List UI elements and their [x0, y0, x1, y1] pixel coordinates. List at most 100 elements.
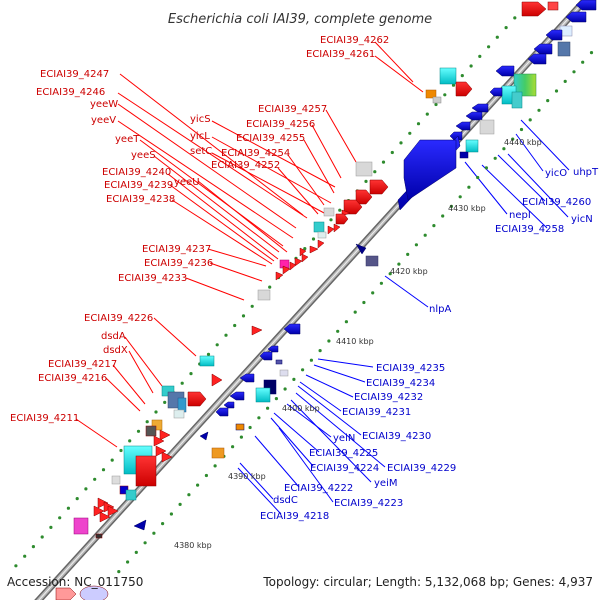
- gene-label[interactable]: setC: [190, 146, 212, 157]
- gene-label[interactable]: ECIAI39_4255: [236, 133, 305, 144]
- gene-label[interactable]: ECIAI39_4258: [495, 224, 564, 235]
- gene-feature[interactable]: [275, 271, 284, 281]
- gene-label[interactable]: ECIAI39_4217: [48, 359, 117, 370]
- gene-feature[interactable]: [333, 223, 341, 233]
- gene-feature[interactable]: [199, 431, 209, 441]
- gene-feature[interactable]: [155, 445, 167, 457]
- gene-label[interactable]: ECIAI39_4222: [284, 483, 353, 494]
- gene-feature[interactable]: [73, 517, 89, 535]
- gene-feature[interactable]: [511, 91, 523, 109]
- gene-label[interactable]: ECIAI39_4230: [362, 431, 431, 442]
- gene-feature[interactable]: [495, 65, 515, 77]
- gene-feature[interactable]: [465, 111, 483, 121]
- gene-feature[interactable]: [107, 505, 119, 517]
- gene-feature[interactable]: [547, 1, 559, 11]
- gene-label[interactable]: yicN: [571, 214, 593, 225]
- gene-feature[interactable]: [199, 355, 215, 367]
- gene-feature[interactable]: [173, 409, 185, 419]
- gene-feature[interactable]: [229, 391, 245, 401]
- gene-feature[interactable]: [327, 225, 335, 235]
- gene-feature[interactable]: [575, 0, 597, 11]
- gene-label[interactable]: ECIAI39_4260: [522, 197, 591, 208]
- gene-feature[interactable]: [259, 351, 273, 361]
- gene-label[interactable]: ECIAI39_4236: [144, 258, 213, 269]
- gene-label[interactable]: ECIAI39_4218: [260, 511, 329, 522]
- gene-feature[interactable]: [289, 261, 297, 271]
- gene-label[interactable]: ECIAI39_4246: [36, 87, 105, 98]
- gene-label[interactable]: yicL: [190, 131, 210, 142]
- gene-feature[interactable]: [125, 489, 137, 501]
- gene-label[interactable]: ECIAI39_4254: [221, 148, 290, 159]
- gene-label[interactable]: yeiN: [333, 433, 355, 444]
- gene-label[interactable]: yeeS: [131, 150, 156, 161]
- gene-feature[interactable]: [439, 67, 457, 85]
- gene-feature[interactable]: [369, 179, 389, 195]
- gene-feature[interactable]: [153, 435, 165, 447]
- gene-feature[interactable]: [223, 401, 235, 409]
- gene-label[interactable]: yeeW: [90, 99, 118, 110]
- gene-feature[interactable]: [527, 53, 547, 65]
- gene-feature[interactable]: [215, 407, 229, 417]
- gene-label[interactable]: ECIAI39_4257: [258, 104, 327, 115]
- gene-label[interactable]: ECIAI39_4247: [40, 69, 109, 80]
- gene-label[interactable]: ECIAI39_4233: [118, 273, 187, 284]
- gene-label[interactable]: yeiM: [374, 478, 397, 489]
- gene-feature[interactable]: [545, 29, 563, 41]
- gene-feature[interactable]: [161, 451, 173, 463]
- gene-feature[interactable]: [313, 221, 325, 233]
- gene-label[interactable]: yeeU: [174, 177, 200, 188]
- gene-label[interactable]: nlpA: [429, 304, 451, 315]
- gene-feature[interactable]: [455, 81, 473, 97]
- gene-feature[interactable]: [211, 373, 223, 387]
- gene-label[interactable]: uhpT: [573, 167, 599, 178]
- gene-feature[interactable]: [471, 103, 489, 113]
- gene-feature[interactable]: [513, 73, 537, 97]
- gene-label[interactable]: yeeV: [91, 115, 116, 126]
- gene-label[interactable]: yeeT: [115, 134, 140, 145]
- gene-feature[interactable]: [335, 213, 349, 225]
- gene-label[interactable]: yicS: [190, 114, 211, 125]
- gene-feature[interactable]: [365, 255, 379, 267]
- gene-feature[interactable]: [111, 475, 121, 485]
- gene-feature[interactable]: [282, 265, 291, 275]
- gene-label[interactable]: dsdA: [101, 331, 126, 342]
- gene-feature[interactable]: [403, 139, 457, 201]
- gene-feature[interactable]: [557, 41, 571, 57]
- gene-feature[interactable]: [275, 359, 283, 365]
- gene-feature[interactable]: [432, 96, 442, 104]
- gene-label[interactable]: dsdX: [103, 345, 128, 356]
- gene-feature[interactable]: [299, 247, 307, 257]
- gene-label[interactable]: ECIAI39_4261: [306, 49, 375, 60]
- gene-feature[interactable]: [309, 245, 319, 254]
- gene-label[interactable]: ECIAI39_4240: [102, 167, 171, 178]
- gene-feature[interactable]: [95, 533, 103, 539]
- gene-feature[interactable]: [301, 253, 309, 263]
- gene-feature[interactable]: [323, 207, 335, 217]
- gene-feature[interactable]: [79, 585, 109, 600]
- gene-label[interactable]: ECIAI39_4226: [84, 313, 153, 324]
- gene-feature[interactable]: [211, 447, 225, 459]
- gene-label[interactable]: ECIAI39_4235: [376, 363, 445, 374]
- gene-label[interactable]: nepI: [509, 210, 531, 221]
- gene-feature[interactable]: [465, 139, 479, 153]
- gene-label[interactable]: ECIAI39_4234: [366, 378, 435, 389]
- gene-feature[interactable]: [283, 323, 301, 335]
- gene-feature[interactable]: [355, 189, 373, 205]
- gene-feature[interactable]: [133, 519, 147, 531]
- gene-feature[interactable]: [239, 373, 255, 383]
- gene-feature[interactable]: [279, 369, 289, 377]
- gene-feature[interactable]: [151, 419, 163, 431]
- gene-label[interactable]: ECIAI39_4216: [38, 373, 107, 384]
- gene-label[interactable]: ECIAI39_4224: [310, 463, 379, 474]
- gene-feature[interactable]: [257, 289, 271, 301]
- gene-feature[interactable]: [521, 1, 547, 17]
- gene-feature[interactable]: [294, 257, 303, 267]
- gene-label[interactable]: ECIAI39_4237: [142, 244, 211, 255]
- gene-feature[interactable]: [459, 151, 469, 159]
- gene-label[interactable]: ECIAI39_4232: [354, 392, 423, 403]
- gene-feature[interactable]: [267, 345, 279, 353]
- gene-feature[interactable]: [355, 243, 367, 255]
- gene-feature[interactable]: [255, 387, 271, 403]
- gene-feature[interactable]: [93, 505, 105, 517]
- gene-label[interactable]: ECIAI39_4252: [211, 160, 280, 171]
